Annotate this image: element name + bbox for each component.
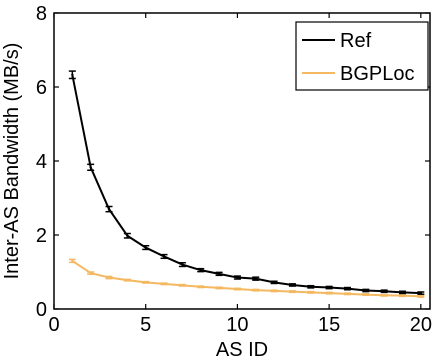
series-ref bbox=[68, 70, 425, 295]
data-point bbox=[309, 291, 312, 294]
data-point bbox=[401, 294, 404, 297]
data-point bbox=[327, 291, 331, 295]
data-point bbox=[419, 291, 423, 295]
data-point bbox=[364, 289, 368, 292]
x-tick-label: 15 bbox=[318, 314, 340, 336]
data-point bbox=[382, 294, 386, 297]
data-point bbox=[181, 284, 184, 287]
legend: Ref BGPLoc bbox=[295, 21, 429, 91]
data-point bbox=[181, 263, 184, 266]
series-layer bbox=[68, 70, 425, 298]
legend-label: BGPLoc bbox=[340, 63, 414, 85]
legend-label: Ref bbox=[340, 30, 372, 52]
data-point bbox=[401, 291, 404, 294]
data-point bbox=[126, 234, 129, 237]
data-point bbox=[346, 292, 349, 296]
data-point bbox=[162, 255, 166, 258]
x-tick-label: 20 bbox=[410, 314, 432, 336]
x-tick-label: 0 bbox=[48, 314, 59, 336]
data-point bbox=[71, 259, 74, 263]
data-point bbox=[126, 278, 129, 282]
data-point bbox=[162, 282, 166, 286]
data-point bbox=[272, 281, 276, 284]
data-point bbox=[89, 271, 92, 275]
data-point bbox=[217, 272, 221, 276]
y-tick-label: 4 bbox=[36, 151, 47, 173]
x-axis-ticks: 0 5 10 15 20 bbox=[48, 13, 432, 336]
data-point bbox=[254, 288, 257, 292]
data-point bbox=[199, 268, 202, 272]
data-point bbox=[364, 293, 368, 296]
data-point bbox=[236, 287, 239, 291]
data-point bbox=[199, 285, 202, 288]
y-axis-title: Inter-AS Bandwidth (MB/s) bbox=[1, 43, 23, 280]
data-point bbox=[309, 285, 312, 288]
legend-box bbox=[295, 21, 429, 91]
data-point bbox=[107, 207, 111, 211]
y-tick-label: 8 bbox=[36, 3, 47, 25]
data-point bbox=[236, 276, 239, 279]
data-point bbox=[327, 286, 331, 289]
data-point bbox=[217, 286, 221, 290]
data-point bbox=[291, 290, 294, 293]
data-point bbox=[254, 277, 257, 280]
y-tick-label: 6 bbox=[36, 77, 47, 99]
data-point bbox=[89, 166, 92, 169]
data-point bbox=[382, 290, 386, 293]
y-tick-label: 0 bbox=[36, 299, 47, 321]
x-tick-label: 10 bbox=[226, 314, 248, 336]
data-point bbox=[346, 287, 349, 290]
data-point bbox=[107, 276, 111, 279]
data-point bbox=[272, 289, 276, 293]
x-axis-title: AS ID bbox=[216, 339, 268, 360]
data-point bbox=[291, 283, 294, 287]
data-point bbox=[144, 281, 147, 284]
data-point bbox=[144, 246, 147, 249]
data-point bbox=[419, 295, 423, 298]
data-point bbox=[71, 73, 74, 76]
x-tick-label: 5 bbox=[140, 314, 151, 336]
y-tick-label: 2 bbox=[36, 225, 47, 247]
series-bgploc bbox=[68, 258, 425, 298]
